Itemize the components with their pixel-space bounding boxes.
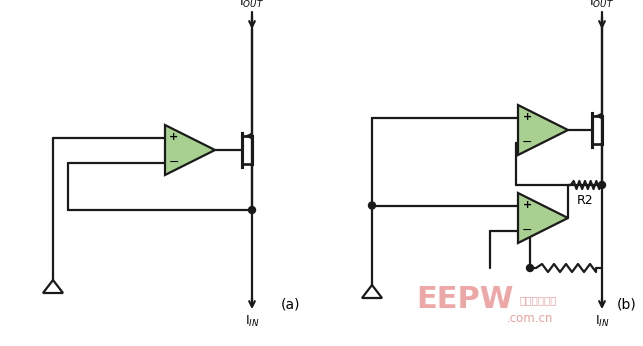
Text: I$_{IN}$: I$_{IN}$ xyxy=(244,314,259,329)
Text: I$_{IN}$: I$_{IN}$ xyxy=(595,314,610,329)
Circle shape xyxy=(599,182,606,189)
Text: EEPW: EEPW xyxy=(416,285,514,315)
Circle shape xyxy=(527,264,534,272)
Text: (b): (b) xyxy=(616,298,636,312)
Polygon shape xyxy=(165,125,215,175)
Text: I$_{OUT}$: I$_{OUT}$ xyxy=(590,0,615,10)
Text: −: − xyxy=(521,136,532,149)
Circle shape xyxy=(368,202,376,209)
Text: R2: R2 xyxy=(577,194,593,207)
Text: −: − xyxy=(168,156,179,169)
Text: −: − xyxy=(521,224,532,237)
Polygon shape xyxy=(518,105,568,155)
Circle shape xyxy=(248,207,255,213)
Text: (a): (a) xyxy=(280,298,300,312)
Text: .com.cn: .com.cn xyxy=(507,311,553,325)
Polygon shape xyxy=(518,193,568,243)
Text: I$_{OUT}$: I$_{OUT}$ xyxy=(239,0,264,10)
Text: +: + xyxy=(522,200,532,210)
Text: +: + xyxy=(169,133,179,143)
Text: +: + xyxy=(522,112,532,122)
Text: 电子产品世界: 电子产品世界 xyxy=(520,295,557,305)
